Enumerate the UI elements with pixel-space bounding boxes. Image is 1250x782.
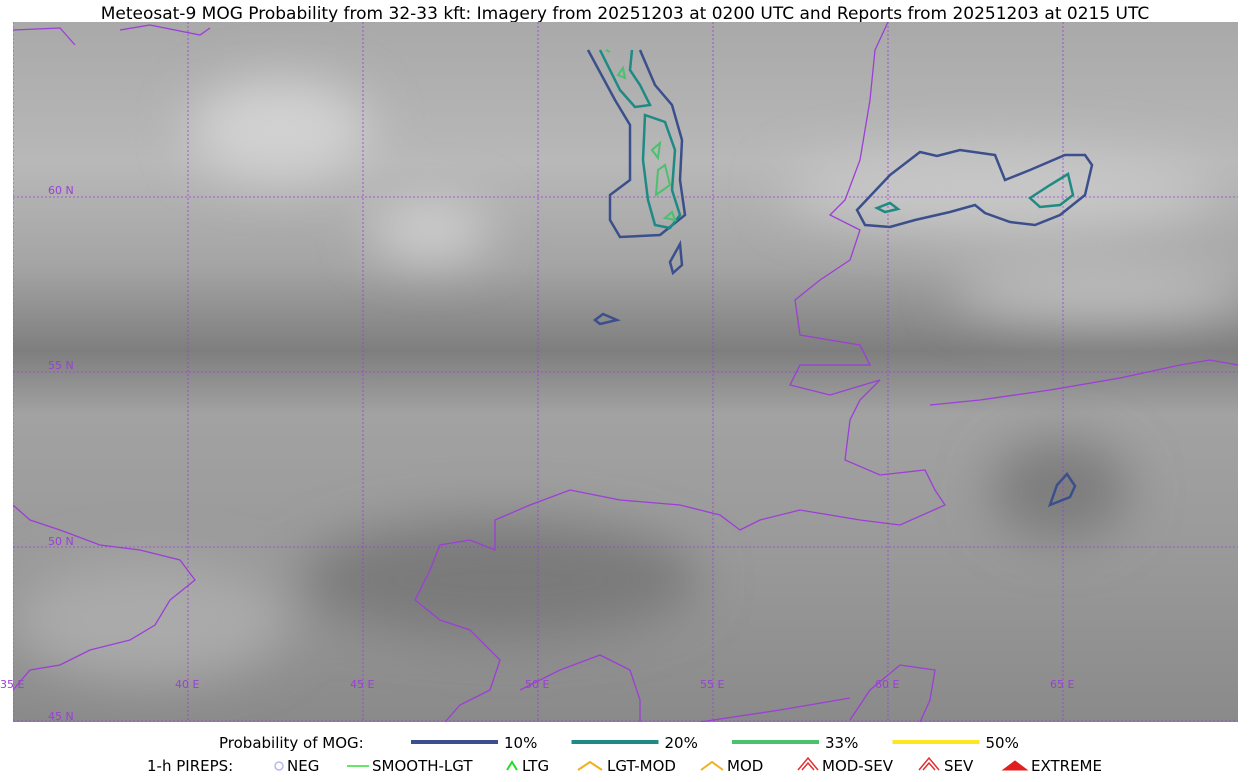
lat-label: 50 N <box>48 535 74 548</box>
legend-label: 50% <box>986 734 1019 752</box>
grid <box>13 22 1238 722</box>
lon-label: 55 E <box>700 678 724 691</box>
legend-label: SMOOTH-LGT <box>372 757 473 775</box>
legend-label: 10% <box>504 734 537 752</box>
legend-symbol <box>1001 760 1029 771</box>
coastlines <box>13 22 1238 722</box>
legend-label: MOD-SEV <box>822 757 894 775</box>
legend-symbol <box>700 760 724 771</box>
map-labels: 60 N 55 N 50 N 45 N 35 E 40 E 45 E 50 E … <box>0 184 1074 723</box>
legend-symbol <box>577 760 603 771</box>
legend-label: LTG <box>522 757 549 775</box>
lon-label: 50 E <box>525 678 549 691</box>
legend-label: 33% <box>825 734 858 752</box>
legend-title: 1-h PIREPS: <box>147 757 233 775</box>
legend-label: SEV <box>944 757 974 775</box>
legend-label: NEG <box>287 757 319 775</box>
lon-label: 45 E <box>350 678 374 691</box>
legend-title: Probability of MOG: <box>219 734 364 752</box>
lon-label: 35 E <box>0 678 24 691</box>
legend-label: MOD <box>727 757 763 775</box>
legend: Probability of MOG: 1-h PIREPS: 10% 20% 33… <box>147 734 1102 775</box>
legend-label: EXTREME <box>1031 757 1102 775</box>
lon-label: 60 E <box>875 678 899 691</box>
contours <box>586 49 1094 508</box>
legend-label: 20% <box>665 734 698 752</box>
map <box>13 22 1238 722</box>
legend-label: LGT-MOD <box>607 757 676 775</box>
lon-label: 40 E <box>175 678 199 691</box>
legend-symbol <box>797 756 819 771</box>
cloud-texture <box>13 80 1238 680</box>
legend-symbol <box>918 756 940 771</box>
lon-label: 65 E <box>1050 678 1074 691</box>
legend-symbol <box>506 760 518 771</box>
title: Meteosat-9 MOG Probability from 32-33 kf… <box>101 4 1150 24</box>
lat-label: 55 N <box>48 359 74 372</box>
lat-label: 60 N <box>48 184 74 197</box>
legend-symbol <box>274 761 284 771</box>
lat-label: 45 N <box>48 710 74 723</box>
